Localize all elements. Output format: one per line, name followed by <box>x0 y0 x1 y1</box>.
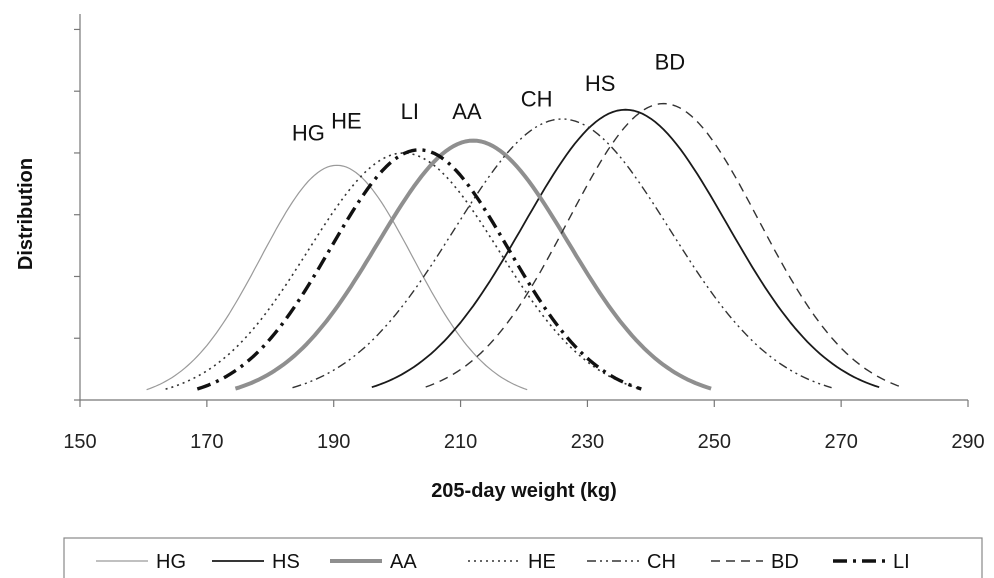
axes: 150 170 190 210 230 250 270 290 <box>63 14 985 453</box>
legend-label-hg: HG <box>156 551 186 573</box>
curve-label-ch: CH <box>521 87 553 112</box>
y-axis-title: Distribution <box>15 158 37 270</box>
x-tick-label-2: 190 <box>317 431 350 453</box>
legend-label-li: LI <box>893 551 910 573</box>
curve-label-hs: HS <box>585 71 616 96</box>
x-tick-label-6: 270 <box>824 431 857 453</box>
legend-label-aa: AA <box>390 551 417 573</box>
x-tick-label-4: 230 <box>571 431 604 453</box>
series-curve-li <box>196 148 642 391</box>
legend-label-bd: BD <box>771 551 799 573</box>
curve-label-hg: HG <box>292 121 325 146</box>
series-curve-he <box>165 152 642 390</box>
curve-label-li: LI <box>401 99 419 124</box>
legend-label-hs: HS <box>272 551 300 573</box>
legend: HG HS AA HE CH BD LI <box>63 537 983 578</box>
legend-label-he: HE <box>528 551 556 573</box>
series-curve-hg <box>146 164 528 391</box>
x-axis-title: 205-day weight (kg) <box>431 480 617 502</box>
legend-label-ch: CH <box>647 551 676 573</box>
x-tick-label-1: 170 <box>190 431 223 453</box>
legend-box <box>63 537 983 578</box>
curve-label-aa: AA <box>452 99 482 124</box>
series-curve-aa <box>234 138 712 391</box>
curve-label-he: HE <box>331 108 362 133</box>
x-tick-label-7: 290 <box>951 431 984 453</box>
series-curves <box>146 102 902 391</box>
curve-labels: HG HS AA HE CH BD LI <box>292 50 685 146</box>
curve-label-bd: BD <box>655 50 686 75</box>
x-tick-label-0: 150 <box>63 431 96 453</box>
x-tick-label-5: 250 <box>698 431 731 453</box>
series-curve-bd <box>425 102 902 388</box>
series-curve-hs <box>371 108 880 389</box>
series-curve-ch <box>292 118 832 389</box>
x-tick-label-3: 210 <box>444 431 477 453</box>
